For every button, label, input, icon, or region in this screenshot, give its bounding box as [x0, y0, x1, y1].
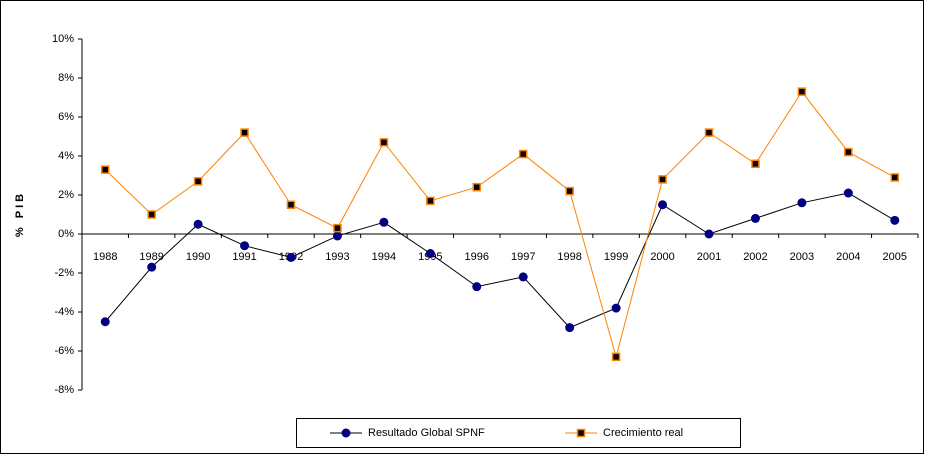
y-tick-label: 0% [58, 228, 74, 240]
point [797, 87, 807, 96]
point [341, 428, 351, 438]
legend-label: Resultado Global SPNF [368, 427, 485, 439]
legend-label: Crecimiento real [603, 427, 683, 439]
point [333, 223, 342, 233]
y-tick-label: 10% [52, 33, 74, 45]
point [704, 229, 714, 239]
x-tick-label: 1996 [465, 251, 489, 263]
point [240, 128, 249, 137]
y-tick-label: 2% [58, 189, 74, 201]
x-tick-label: 1988 [93, 251, 117, 263]
point [844, 147, 853, 157]
point [518, 272, 528, 282]
point [379, 217, 389, 227]
y-tick-label: -4% [54, 306, 74, 318]
point [797, 198, 807, 208]
point [751, 159, 760, 169]
x-tick-label: 1991 [232, 251, 256, 263]
point [704, 128, 714, 137]
point [472, 282, 482, 292]
y-tick-label: 4% [58, 150, 74, 162]
x-tick-label: 2005 [883, 251, 907, 263]
y-tick-label: 6% [58, 111, 74, 123]
x-tick-label: 1989 [139, 251, 163, 263]
point [658, 175, 667, 184]
point [286, 252, 296, 262]
point [576, 428, 586, 438]
point [425, 249, 435, 258]
series-line [104, 90, 896, 359]
x-tick-label: 1994 [372, 251, 396, 263]
point [565, 186, 574, 196]
point [286, 200, 296, 209]
x-tick-label: 1997 [511, 251, 535, 263]
x-tick-label: 1993 [325, 251, 349, 263]
point [193, 219, 203, 229]
point [147, 262, 157, 272]
point [565, 323, 575, 333]
point [518, 149, 528, 159]
y-axis-label: % PIB [14, 191, 26, 237]
x-tick-label: 2002 [743, 251, 767, 263]
y-tick-label: -8% [54, 384, 74, 396]
point [890, 173, 900, 182]
point [843, 188, 853, 198]
point [193, 177, 203, 186]
x-tick-label: 2001 [697, 251, 721, 263]
point [332, 231, 342, 241]
x-tick-label: 2000 [650, 251, 674, 263]
series-line [104, 192, 896, 329]
x-tick-label: 1998 [557, 251, 581, 263]
y-tick-label: 8% [58, 72, 74, 84]
point [426, 196, 435, 206]
x-tick-label: 1990 [186, 251, 210, 263]
x-tick-label: 1999 [604, 251, 628, 263]
x-tick-label: 2003 [790, 251, 814, 263]
point [100, 317, 110, 327]
legend [296, 418, 741, 448]
y-tick-label: -6% [54, 345, 74, 357]
point [147, 210, 156, 219]
point [100, 165, 110, 174]
point [658, 200, 668, 210]
point [379, 138, 389, 147]
point [611, 352, 621, 362]
point [240, 241, 250, 251]
x-tick-label: 2004 [836, 251, 860, 263]
y-tick-label: -2% [54, 267, 74, 279]
point [890, 215, 900, 225]
point [750, 213, 760, 223]
point [611, 303, 621, 313]
point [472, 182, 482, 192]
